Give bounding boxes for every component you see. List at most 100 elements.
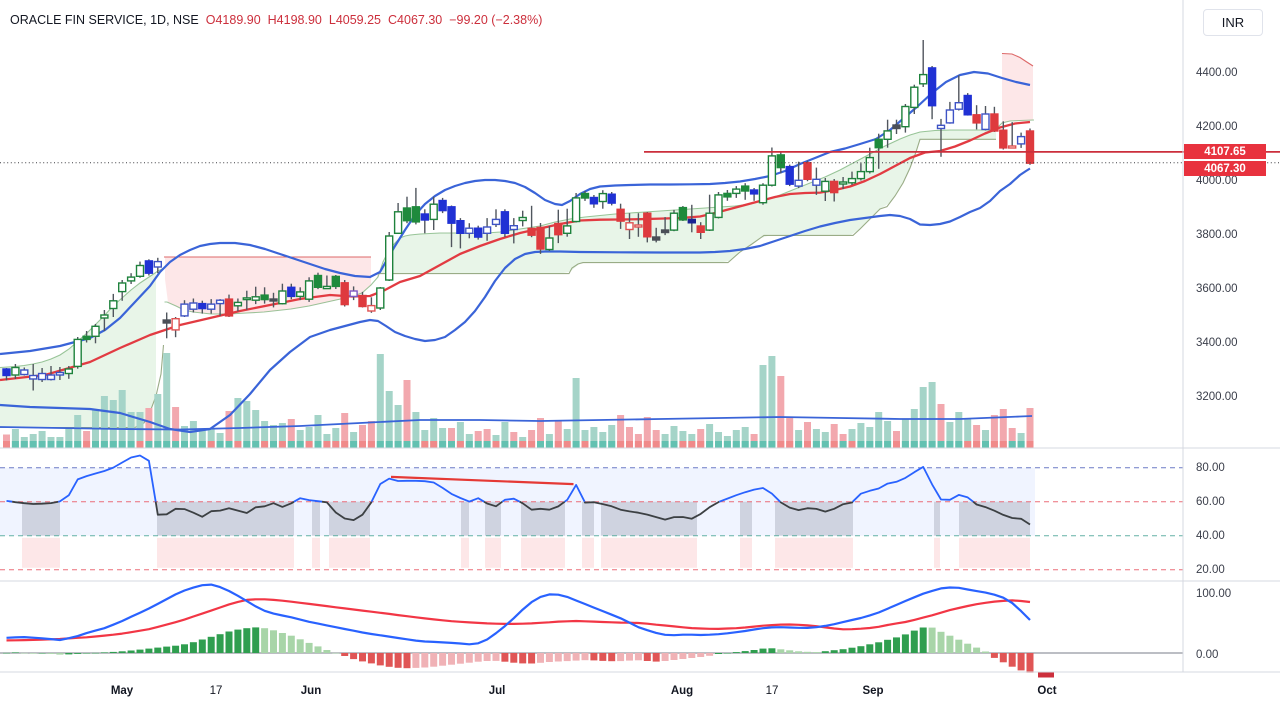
candle-body[interactable] bbox=[304, 280, 314, 300]
candle-body[interactable] bbox=[20, 369, 29, 376]
candle-body[interactable] bbox=[767, 155, 777, 186]
price-tick-label[interactable]: 4000.00 bbox=[1196, 175, 1238, 187]
candle-body[interactable] bbox=[162, 319, 171, 324]
candle-body[interactable] bbox=[367, 304, 376, 312]
candle-body[interactable] bbox=[349, 290, 358, 298]
candle-body[interactable] bbox=[580, 192, 590, 199]
candle-body[interactable] bbox=[482, 226, 492, 235]
candle-body[interactable] bbox=[55, 371, 65, 376]
candle-body[interactable] bbox=[527, 227, 536, 236]
candle-body[interactable] bbox=[100, 314, 109, 319]
candle-body[interactable] bbox=[936, 124, 946, 130]
candle-body[interactable] bbox=[287, 286, 296, 298]
rsi-tick-label[interactable]: 80.00 bbox=[1196, 461, 1225, 474]
candle-body[interactable] bbox=[429, 203, 438, 221]
candle-body[interactable] bbox=[536, 226, 545, 250]
candle-body[interactable] bbox=[233, 301, 243, 307]
candle-body[interactable] bbox=[634, 224, 643, 228]
time-tick-label[interactable]: Aug bbox=[670, 685, 694, 697]
candle-body[interactable] bbox=[29, 374, 38, 380]
candle-body[interactable] bbox=[883, 130, 892, 140]
candle-body[interactable] bbox=[313, 274, 323, 289]
candle-body[interactable] bbox=[260, 294, 269, 301]
candle-body[interactable] bbox=[269, 298, 278, 302]
rsi-tick-label[interactable]: 60.00 bbox=[1196, 495, 1225, 508]
time-tick-label[interactable]: Jun bbox=[300, 685, 322, 697]
candle-body[interactable] bbox=[776, 154, 785, 169]
candle-body[interactable] bbox=[999, 129, 1008, 149]
price-tick-label[interactable]: 4200.00 bbox=[1196, 121, 1238, 133]
candle-body[interactable] bbox=[794, 179, 803, 187]
legend-interval[interactable]: 1D bbox=[150, 13, 167, 27]
candle-body[interactable] bbox=[376, 287, 385, 309]
candle-body[interactable] bbox=[545, 237, 554, 251]
candle-body[interactable] bbox=[705, 212, 714, 231]
candle-body[interactable] bbox=[571, 197, 581, 223]
candle-body[interactable] bbox=[46, 374, 56, 381]
candle-body[interactable] bbox=[830, 180, 839, 194]
candle-body[interactable] bbox=[954, 101, 963, 110]
candle-body[interactable] bbox=[358, 294, 367, 308]
candle-body[interactable] bbox=[171, 318, 180, 331]
macd-tick-label[interactable]: 100.00 bbox=[1196, 587, 1232, 600]
candle-body[interactable] bbox=[660, 229, 670, 234]
candle-body[interactable] bbox=[963, 94, 972, 116]
candle-body[interactable] bbox=[874, 138, 883, 149]
macd-tick-label[interactable]: 0.00 bbox=[1196, 649, 1219, 662]
candle-body[interactable] bbox=[732, 188, 741, 195]
candle-body[interactable] bbox=[554, 222, 563, 236]
candle-body[interactable] bbox=[11, 366, 20, 376]
candle-body[interactable] bbox=[785, 165, 794, 185]
candle-body[interactable] bbox=[847, 177, 857, 184]
rsi-trendline[interactable] bbox=[390, 475, 574, 486]
candle-body[interactable] bbox=[198, 302, 207, 310]
time-tick-label[interactable]: 17 bbox=[209, 685, 223, 697]
candle-body[interactable] bbox=[82, 335, 91, 341]
candle-body[interactable] bbox=[687, 218, 696, 224]
candle-body[interactable] bbox=[678, 206, 688, 221]
candle-body[interactable] bbox=[803, 161, 812, 180]
price-tick-label[interactable]: 3600.00 bbox=[1196, 283, 1238, 295]
candle-body[interactable] bbox=[251, 296, 260, 301]
candle-body[interactable] bbox=[1008, 145, 1017, 149]
candle-body[interactable] bbox=[518, 216, 527, 222]
candle-body[interactable] bbox=[927, 67, 937, 107]
candle-body[interactable] bbox=[607, 193, 616, 204]
candle-body[interactable] bbox=[456, 219, 465, 234]
price-tick-label[interactable]: 3400.00 bbox=[1196, 336, 1238, 349]
candle-body[interactable] bbox=[126, 276, 136, 282]
candle-body[interactable] bbox=[393, 211, 403, 235]
candle-body[interactable] bbox=[652, 236, 661, 241]
candle-body[interactable] bbox=[420, 213, 429, 221]
price-tick-label[interactable]: 3200.00 bbox=[1196, 390, 1238, 403]
candle-body[interactable] bbox=[910, 86, 919, 109]
candle-body[interactable] bbox=[180, 303, 189, 317]
candle-body[interactable] bbox=[117, 282, 127, 293]
candle-body[interactable] bbox=[616, 208, 625, 222]
candle-body[interactable] bbox=[972, 114, 981, 124]
candle-body[interactable] bbox=[901, 105, 910, 128]
candle-body[interactable] bbox=[64, 368, 74, 375]
candle-body[interactable] bbox=[447, 206, 456, 224]
price-tick-label[interactable]: 3800.00 bbox=[1196, 229, 1238, 241]
candle-body[interactable] bbox=[865, 156, 874, 173]
candle-body[interactable] bbox=[322, 285, 332, 290]
candle-body[interactable] bbox=[723, 192, 732, 198]
candle-body[interactable] bbox=[438, 199, 447, 212]
time-tick-label[interactable]: Oct bbox=[1037, 685, 1057, 697]
candle-body[interactable] bbox=[696, 225, 705, 234]
candle-body[interactable] bbox=[838, 181, 848, 185]
candle-body[interactable] bbox=[758, 184, 768, 204]
currency-button[interactable]: INR bbox=[1203, 9, 1263, 36]
candle-body[interactable] bbox=[411, 206, 421, 223]
candle-body[interactable] bbox=[509, 224, 518, 231]
rsi-tick-label[interactable]: 40.00 bbox=[1196, 529, 1225, 542]
candle-body[interactable] bbox=[109, 300, 118, 310]
candle-body[interactable] bbox=[144, 260, 154, 274]
candle-body[interactable] bbox=[73, 338, 82, 368]
candle-body[interactable] bbox=[589, 196, 599, 205]
candle-body[interactable] bbox=[741, 185, 750, 192]
candle-body[interactable] bbox=[945, 109, 955, 124]
candle-body[interactable] bbox=[919, 73, 928, 85]
